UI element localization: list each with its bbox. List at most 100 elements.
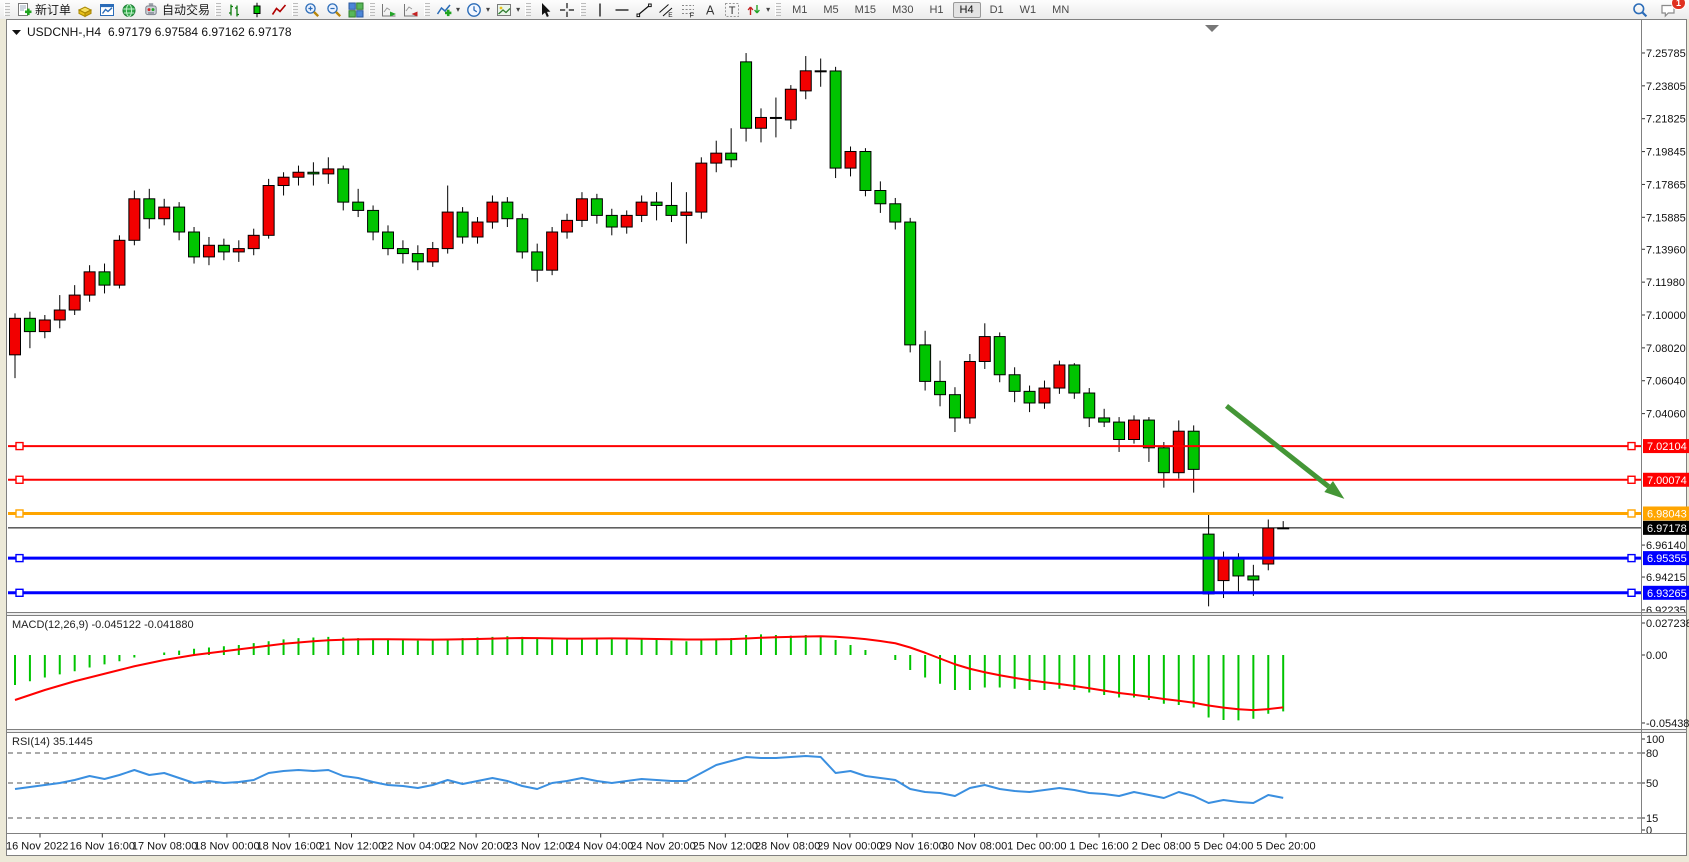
timeframe-h4-button[interactable]: H4 — [952, 1, 981, 18]
community-button[interactable] — [118, 1, 140, 18]
toolbar-grip[interactable] — [775, 3, 782, 16]
candle-body — [1172, 430, 1185, 474]
zoom-out-button[interactable] — [323, 1, 345, 18]
line-handle[interactable] — [1627, 509, 1636, 518]
rsi-axis-label: 15 — [1646, 813, 1658, 825]
periods-button[interactable]: ▾ — [463, 1, 493, 18]
main-toolbar: 新订单 自动交易 ▾ ▾ ▾ E F A T ▾ M1 M5 M15 M30 H1 H4 D1 W1 MN 1 — [0, 0, 1689, 20]
line-handle[interactable] — [15, 509, 24, 518]
candle-body — [874, 190, 887, 205]
candle-body — [456, 211, 469, 238]
line-handle[interactable] — [1627, 588, 1636, 598]
horizontal-line-6.95355[interactable]: 6.95355 — [8, 551, 1689, 566]
templates-button[interactable]: ▾ — [493, 1, 523, 18]
timeframe-d1-button[interactable]: D1 — [989, 3, 1004, 16]
line-handle[interactable] — [1627, 441, 1636, 451]
line-handle[interactable] — [15, 441, 24, 451]
bar-chart-button[interactable] — [224, 1, 246, 18]
time-tick-label: 5 Dec 20:00 — [1256, 841, 1315, 853]
toolbar-grip[interactable] — [4, 3, 10, 16]
candle-body — [1083, 392, 1096, 419]
line-handle[interactable] — [15, 475, 24, 484]
toolbar-grip[interactable] — [215, 3, 222, 16]
time-tick-label: 23 Nov 12:00 — [506, 841, 571, 853]
new-order-button[interactable]: 新订单 — [13, 1, 74, 18]
trend-arrow-annotation[interactable] — [1224, 404, 1345, 499]
timeframe-m15-button[interactable]: M15 — [854, 3, 877, 16]
cursor-icon — [542, 2, 551, 17]
timeframe-mn-button[interactable]: MN — [1052, 3, 1070, 16]
rsi-axis-label: 80 — [1646, 748, 1658, 760]
notification-badge: 1 — [1671, 0, 1686, 10]
horizontal-line-6.93265[interactable]: 6.93265 — [8, 585, 1689, 600]
candle-body — [53, 309, 66, 321]
chart-canvas[interactable]: 7.25785 7.23805 7.21825 7.19845 7.17865 7.158… — [0, 19, 1689, 857]
search-button[interactable] — [1629, 1, 1651, 18]
candle-body — [307, 171, 320, 175]
macd-signal-line — [14, 635, 1284, 712]
new-chart-button[interactable] — [96, 1, 118, 18]
chart-shift-marker[interactable] — [1205, 25, 1219, 32]
candle-body — [1232, 557, 1245, 577]
timeframe-w1-button[interactable]: W1 — [1019, 3, 1037, 16]
candle-body — [262, 185, 275, 236]
current-price-line: 6.97178 — [8, 520, 1689, 535]
price-label-text: 7.02104 — [1647, 441, 1687, 453]
gold-icon — [77, 5, 93, 17]
timeframe-h1-button[interactable]: H1 — [929, 3, 944, 16]
horizontal-line-6.98043[interactable]: 6.98043 — [8, 506, 1689, 521]
candle-body — [173, 206, 186, 233]
arrows-button[interactable]: ▾ — [743, 1, 773, 18]
toolbar-grip[interactable] — [424, 3, 431, 16]
chat-button[interactable]: 1 — [1657, 0, 1686, 18]
cursor-button[interactable] — [534, 1, 556, 18]
line-handle[interactable] — [15, 588, 24, 598]
candlestick-button[interactable] — [246, 1, 268, 18]
time-tick-label: 24 Nov 04:00 — [568, 841, 633, 853]
toolbar-grip[interactable] — [369, 3, 376, 16]
line-chart-button[interactable] — [268, 1, 290, 18]
channel-button[interactable]: E — [655, 1, 677, 18]
hline-icon — [615, 8, 629, 11]
zoom-in-button[interactable] — [301, 1, 323, 18]
timeframe-m30-button[interactable]: M30 — [892, 3, 914, 16]
horizontal-line-7.00074[interactable]: 7.00074 — [8, 472, 1689, 487]
chart-shift-button[interactable] — [400, 1, 422, 18]
timeframe-m1-button[interactable]: M1 — [792, 3, 808, 16]
time-tick-label: 1 Dec 16:00 — [1069, 841, 1128, 853]
candle-body — [650, 201, 663, 206]
auto-scroll-button[interactable] — [378, 1, 400, 18]
chevron-down-icon: ▾ — [456, 5, 461, 14]
candle-body — [844, 150, 857, 169]
line-handle[interactable] — [1627, 553, 1636, 563]
line-handle[interactable] — [1627, 475, 1636, 484]
price-tick-label: 7.17865 — [1646, 179, 1686, 191]
indicators-button[interactable]: ▾ — [433, 1, 463, 18]
clock-icon — [467, 2, 481, 17]
toolbar-grip[interactable] — [525, 3, 532, 16]
algo-trading-button[interactable]: 自动交易 — [140, 1, 213, 18]
label-button[interactable]: A — [699, 1, 721, 18]
timeframe-m5-button[interactable]: M5 — [823, 3, 839, 16]
toolbar-grip[interactable] — [292, 3, 299, 16]
globe-icon — [122, 3, 136, 17]
fibonacci-button[interactable]: F — [677, 1, 699, 18]
trendline-button[interactable] — [633, 1, 655, 18]
deposit-button[interactable] — [74, 1, 96, 18]
time-tick-label: 18 Nov 00:00 — [194, 841, 259, 853]
price-tick-label: 7.19845 — [1646, 147, 1686, 159]
pane-separator[interactable] — [7, 612, 1686, 616]
pane-separator[interactable] — [7, 729, 1686, 733]
symbol-dropdown-icon[interactable] — [12, 30, 21, 35]
toolbar-grip[interactable] — [580, 3, 587, 16]
svg-text:E: E — [668, 12, 673, 18]
text-button[interactable]: T — [721, 1, 743, 18]
horizontal-line-7.02104[interactable]: 7.02104 — [8, 439, 1689, 454]
rsi-axis-label: 0 — [1646, 825, 1652, 837]
tile-windows-button[interactable] — [345, 1, 367, 18]
line-handle[interactable] — [15, 553, 24, 563]
horizontal-line-button[interactable] — [611, 1, 633, 18]
vertical-line-button[interactable] — [589, 1, 611, 18]
crosshair-button[interactable] — [556, 1, 578, 18]
